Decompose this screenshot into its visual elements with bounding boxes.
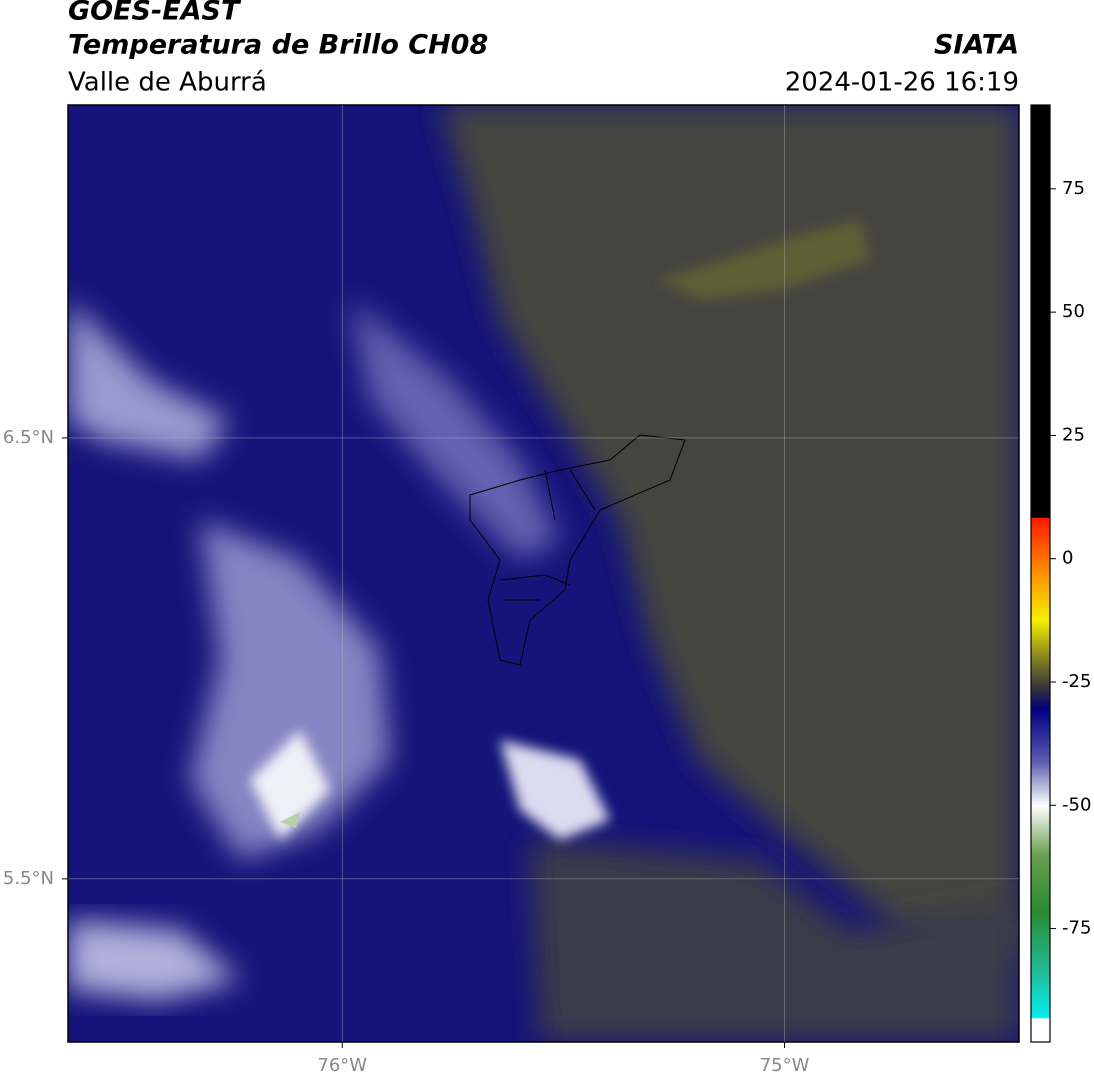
- colorbar-tick-label: 25: [1062, 424, 1085, 445]
- region: Valle de Aburrá: [68, 68, 267, 98]
- satellite-image: [68, 105, 1019, 1042]
- timestamp: 2024-01-26 16:19: [785, 68, 1019, 98]
- colorbar-tick-label: 0: [1062, 548, 1073, 569]
- x-tick-label: 75°W: [760, 1055, 810, 1076]
- colorbar-tick-label: -50: [1062, 794, 1091, 815]
- title: GOES-EAST: [68, 0, 242, 27]
- colorbar: [1030, 104, 1051, 1043]
- y-tick-label: 5.5°N: [3, 868, 54, 889]
- subtitle: Temperatura de Brillo CH08: [68, 30, 488, 61]
- source: SIATA: [934, 30, 1019, 61]
- y-tick-label: 6.5°N: [3, 427, 54, 448]
- colorbar-tick-label: -25: [1062, 671, 1091, 692]
- x-tick-label: 76°W: [317, 1055, 367, 1076]
- colorbar-tick-label: 50: [1062, 301, 1085, 322]
- colorbar-tick-label: -75: [1062, 918, 1091, 939]
- map-frame: [67, 104, 1020, 1043]
- municipal-boundaries: [469, 434, 686, 666]
- colorbar-tick-label: 75: [1062, 178, 1085, 199]
